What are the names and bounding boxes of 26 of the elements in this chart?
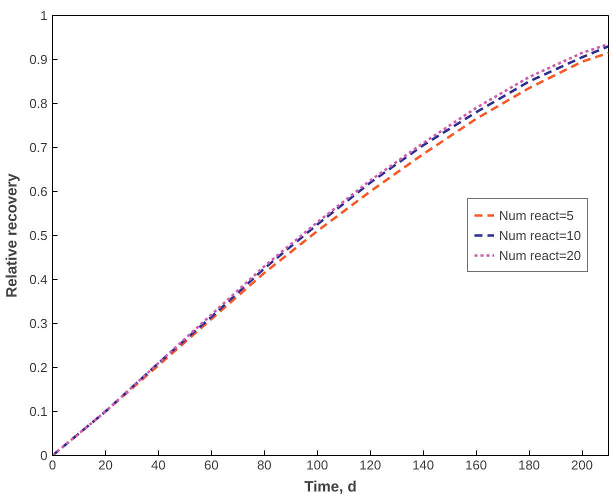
- x-tick-label: 120: [359, 458, 382, 472]
- y-tick-label: 0.8: [29, 96, 48, 111]
- y-tick-label: 0: [40, 448, 48, 463]
- x-tick-label: 140: [412, 458, 434, 472]
- x-tick-label: 200: [571, 458, 593, 472]
- x-tick-label: 60: [204, 458, 219, 472]
- y-tick-label: 1: [40, 8, 48, 23]
- x-tick-label: 100: [306, 458, 328, 472]
- y-tick-label: 0.4: [29, 272, 48, 287]
- legend-label: Num react=10: [498, 228, 581, 242]
- y-tick-label: 0.2: [29, 360, 48, 375]
- y-tick-label: 0.6: [29, 184, 48, 199]
- y-tick-label: 0.7: [29, 140, 48, 155]
- x-tick-label: 20: [98, 458, 113, 472]
- y-tick-label: 0.5: [29, 228, 48, 243]
- y-tick-label: 0.3: [29, 316, 48, 331]
- legend-label: Num react=20: [498, 248, 581, 262]
- y-tick-label: 0.9: [29, 52, 48, 67]
- x-tick-label: 180: [518, 458, 540, 472]
- y-tick-label: 0.1: [29, 404, 48, 419]
- legend-label: Num react=5: [498, 208, 574, 222]
- x-tick-label: 160: [465, 458, 487, 472]
- y-axis-title: Relative recovery: [3, 172, 20, 298]
- x-tick-label: 40: [151, 458, 166, 472]
- x-tick-label: 80: [257, 458, 272, 472]
- x-axis-title: Time, d: [304, 478, 357, 496]
